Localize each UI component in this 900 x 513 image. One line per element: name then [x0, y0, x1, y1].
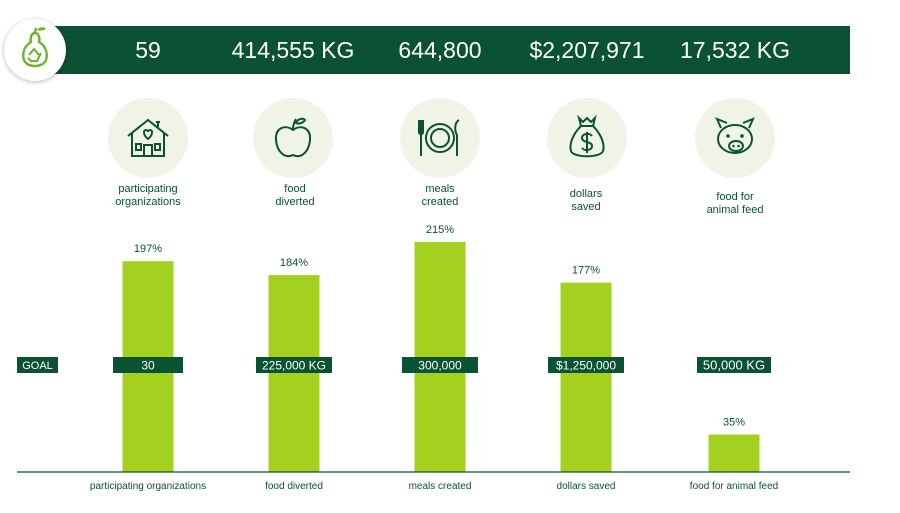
- goal-box-dollars-saved: [548, 357, 624, 373]
- bar-food-diverted: [268, 275, 320, 472]
- goal-value-participating-organizations: 30: [141, 359, 155, 373]
- pig-icon: [695, 98, 775, 178]
- goal-value-meals-created: 300,000: [418, 359, 462, 373]
- stat-dollars-saved: $2,207,971: [529, 37, 645, 63]
- bar-meals-created: [414, 241, 466, 472]
- icon-label-participating-organizations: participating organizations: [115, 183, 181, 208]
- value-label-participating-organizations: 197%: [134, 243, 162, 255]
- value-label-dollars-saved: 177%: [572, 265, 600, 277]
- bar-dollars-saved: [560, 282, 612, 472]
- stat-participating-organizations: 59: [135, 37, 161, 63]
- stats-banner: [38, 26, 850, 74]
- stat-meals-created: 644,800: [398, 37, 482, 63]
- money-bag-icon: [547, 98, 627, 178]
- stat-animal-feed: 17,532 KG: [680, 37, 790, 63]
- goal-label: GOAL: [22, 360, 53, 372]
- goal-value-dollars-saved: $1,250,000: [556, 359, 616, 373]
- x-tick-meals-created: meals created: [409, 481, 472, 492]
- bar-food-for-animal-feed: [708, 434, 760, 472]
- value-label-food-diverted: 184%: [280, 257, 308, 269]
- x-tick-participating-organizations: participating organizations: [90, 481, 206, 492]
- plate-utensils-icon: [400, 98, 480, 178]
- x-tick-dollars-saved: dollars saved: [557, 481, 616, 492]
- icon-label-meals-created: meals created: [421, 183, 459, 208]
- goal-value-food-for-animal-feed: 50,000 KG: [703, 358, 765, 373]
- x-tick-food-for-animal-feed: food for animal feed: [690, 481, 778, 492]
- x-tick-food-diverted: food diverted: [265, 481, 323, 492]
- icon-label-food-diverted: food diverted: [275, 183, 315, 208]
- pear-recycle-icon: [22, 27, 48, 68]
- goal-box-food-diverted: [256, 357, 332, 373]
- house-heart-icon: [108, 98, 188, 178]
- goal-box-food-for-animal-feed: [697, 357, 771, 373]
- goal-box-meals-created: [402, 357, 478, 373]
- goal-box-participating-organizations: [113, 357, 183, 373]
- icon-label-animal-feed: food for animal feed: [706, 191, 764, 216]
- goal-marker-box: [17, 357, 58, 373]
- value-label-meals-created: 215%: [426, 224, 454, 236]
- stat-food-diverted: 414,555 KG: [231, 37, 355, 63]
- apple-icon: [253, 98, 333, 178]
- goal-value-food-diverted: 225,000 KG: [262, 359, 326, 373]
- pear-recycle-logo: [4, 19, 66, 81]
- icon-label-dollars-saved: dollars saved: [569, 188, 603, 213]
- value-label-food-for-animal-feed: 35%: [723, 417, 745, 429]
